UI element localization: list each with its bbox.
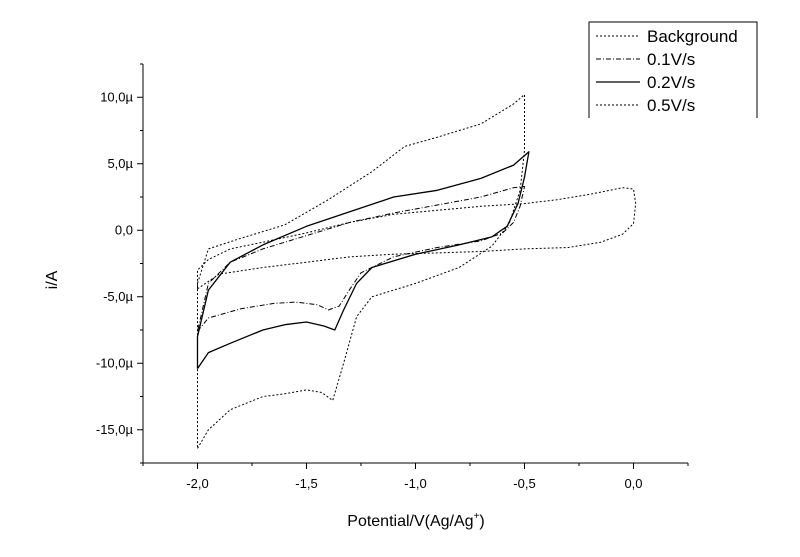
y-tick-label: -5,0µ xyxy=(103,289,133,304)
y-tick-label: 10,0µ xyxy=(100,89,133,104)
x-tick-label: -0,5 xyxy=(513,476,535,491)
ticks-layer: -15,0µ -10,0µ -5,0µ 0,0 5,0µ 10,0µ -2,0 -1,5 -1,… xyxy=(96,63,689,491)
series-line-0-1v-s xyxy=(197,185,525,332)
y-tick-label: 5,0µ xyxy=(107,156,133,171)
legend: Background 0.1V/s 0.2V/s 0.5V/s xyxy=(588,21,758,118)
y-tick-label: 0,0 xyxy=(115,222,133,237)
x-tick-label: -1,0 xyxy=(404,476,426,491)
legend-label-background: Background xyxy=(647,27,738,46)
axes-layer xyxy=(142,64,688,464)
x-axis-title: Potential/V(Ag/Ag+) xyxy=(347,511,484,530)
series-line-0-5v-s xyxy=(197,94,525,449)
series-layer xyxy=(196,94,637,449)
series-line-background xyxy=(197,187,637,290)
x-axis-title-suffix: ) xyxy=(479,513,484,530)
y-tick-label: -10,0µ xyxy=(96,355,134,370)
legend-label-0-5v-s: 0.5V/s xyxy=(647,96,695,115)
x-axis-title-main: Potential/V(Ag/Ag xyxy=(347,513,473,530)
series-line-0-2v-s xyxy=(196,151,530,369)
y-tick-label: -15,0µ xyxy=(96,422,134,437)
x-tick-label: 0,0 xyxy=(624,476,642,491)
legend-label-0-2v-s: 0.2V/s xyxy=(647,73,695,92)
x-tick-label: -2,0 xyxy=(186,476,208,491)
legend-label-0-1v-s: 0.1V/s xyxy=(647,50,695,69)
x-tick-label: -1,5 xyxy=(295,476,317,491)
legend-frame xyxy=(588,21,758,118)
y-axis-title: i/A xyxy=(44,270,61,289)
x-axis-title-superscript: + xyxy=(474,511,480,522)
